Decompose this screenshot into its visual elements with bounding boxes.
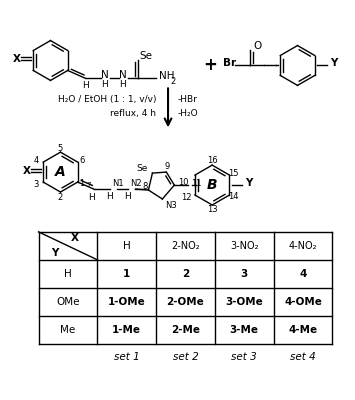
Text: 2-Me: 2-Me [171,324,200,334]
Text: 2: 2 [58,192,63,202]
Text: 1-Me: 1-Me [112,324,141,334]
Text: 12: 12 [181,192,191,202]
Text: OMe: OMe [56,297,80,307]
Text: 3: 3 [241,269,248,279]
Text: H: H [82,81,89,90]
Text: H: H [124,192,131,200]
Text: O: O [254,40,262,50]
Text: Y: Y [245,178,252,188]
Text: +: + [203,56,217,74]
Text: H: H [106,192,113,200]
Text: Se: Se [136,164,147,173]
Text: N: N [101,70,109,80]
Text: X: X [71,233,79,243]
Text: H: H [88,192,95,202]
Text: 9: 9 [165,162,170,171]
Text: 6: 6 [79,156,84,165]
Text: 1-OMe: 1-OMe [108,297,146,307]
Text: Br: Br [223,58,236,68]
Text: 8: 8 [142,182,147,190]
Text: Se: Se [140,50,152,60]
Text: H₂O / EtOH (1 : 1, v/v): H₂O / EtOH (1 : 1, v/v) [58,95,156,104]
Text: 3-Me: 3-Me [230,324,259,334]
Text: N3: N3 [165,202,177,210]
Text: 7: 7 [86,182,91,188]
Text: reflux, 4 h: reflux, 4 h [110,109,156,118]
Text: 10: 10 [178,178,189,186]
Text: H: H [123,241,131,251]
Text: 4: 4 [34,156,39,165]
Text: Me: Me [60,324,76,334]
Text: N1: N1 [113,178,124,188]
Text: -HBr: -HBr [178,95,198,104]
Text: 3-NO₂: 3-NO₂ [230,241,258,251]
Text: 4-Me: 4-Me [289,324,318,334]
Text: 11: 11 [191,178,202,188]
Text: 16: 16 [207,156,218,165]
Text: 2: 2 [170,77,176,86]
Text: 4-OMe: 4-OMe [284,297,322,307]
Text: H: H [101,80,108,89]
Text: 4: 4 [299,269,307,279]
Text: X: X [23,166,31,176]
Text: 3-OMe: 3-OMe [225,297,263,307]
Text: N2: N2 [131,178,142,188]
Text: set 3: set 3 [231,352,257,362]
Text: Y: Y [331,58,338,68]
Text: Y: Y [51,248,59,258]
Text: H: H [119,80,126,89]
Text: 1: 1 [123,269,130,279]
Text: set 2: set 2 [173,352,198,362]
Text: set 4: set 4 [290,352,316,362]
Text: B: B [207,178,218,192]
Text: -H₂O: -H₂O [178,109,199,118]
Text: 14: 14 [228,192,239,200]
Text: 2: 2 [182,269,189,279]
Text: X: X [13,54,21,64]
Text: 4-NO₂: 4-NO₂ [289,241,317,251]
Text: A: A [55,165,66,179]
Text: 1: 1 [79,178,84,188]
Text: NH: NH [159,72,175,82]
Text: 5: 5 [58,144,63,153]
Text: 15: 15 [228,168,239,178]
Text: 3: 3 [33,180,39,188]
Text: H: H [64,269,72,279]
Text: 2-OMe: 2-OMe [166,297,204,307]
Text: 13: 13 [207,206,218,214]
Text: 2-NO₂: 2-NO₂ [171,241,200,251]
Text: N: N [119,70,126,80]
Text: set 1: set 1 [114,352,140,362]
